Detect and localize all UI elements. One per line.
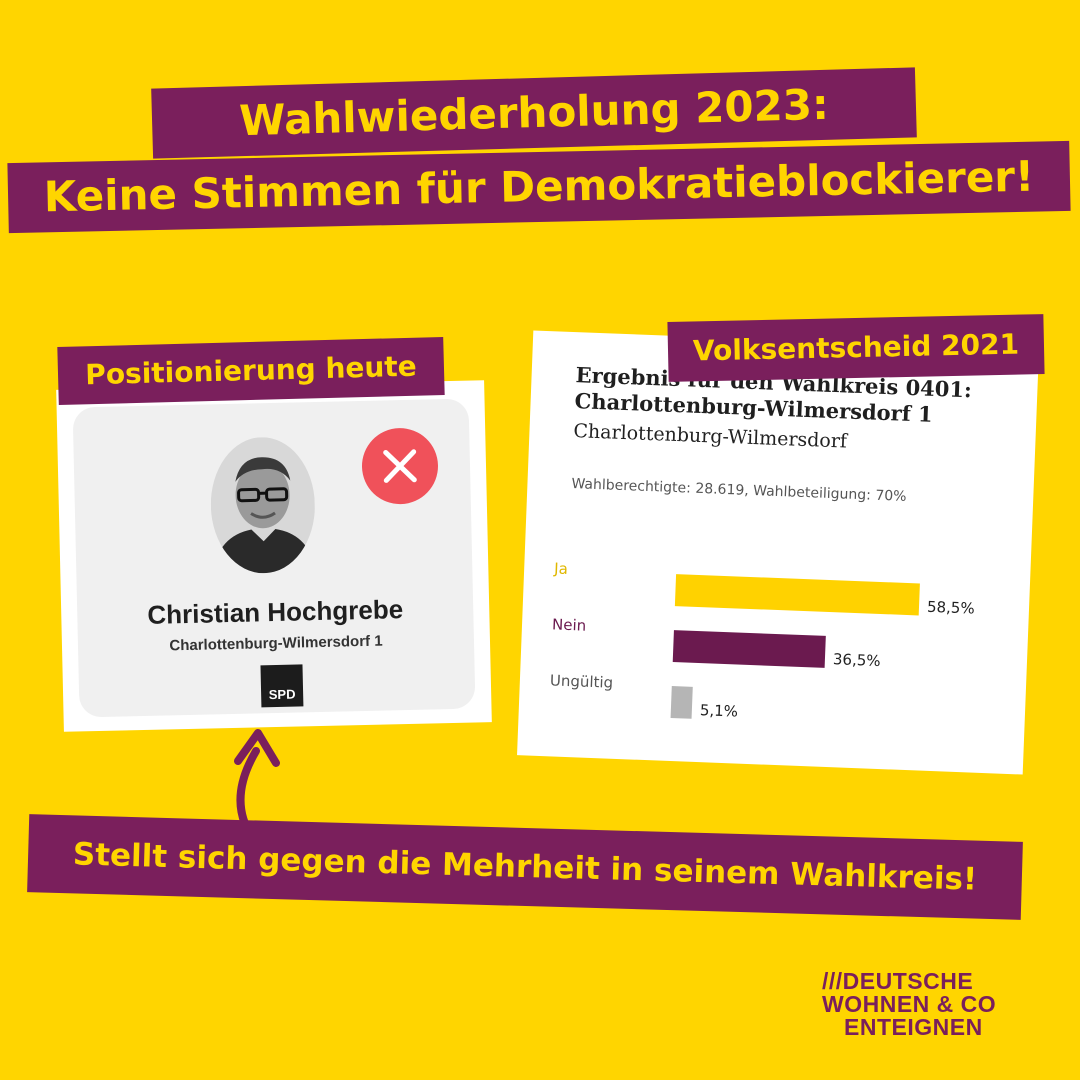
category-label: Ja [553, 559, 569, 578]
left-panel-label: Positionierung heute [57, 336, 445, 406]
result-card: Ergebnis für den Wahlkreis 0401: Charlot… [517, 330, 1039, 775]
value-label: 58,5% [926, 597, 975, 618]
chart-bar [672, 630, 826, 668]
value-label: 5,1% [699, 701, 739, 721]
chart-bar [670, 686, 693, 719]
result-meta: Wahlberechtigte: 28.619, Wahlbeteiligung… [571, 476, 907, 505]
right-panel-label: Volksentscheid 2021 [667, 314, 1045, 382]
candidate-card: Christian Hochgrebe Charlottenburg-Wilme… [56, 380, 492, 732]
title-line-1: Wahlwiederholung 2023: [151, 67, 917, 159]
footer-banner: Stellt sich gegen die Mehrheit in seinem… [27, 814, 1023, 920]
logo-line-1: ///DEUTSCHE [822, 970, 996, 993]
organization-logo: ///DEUTSCHE WOHNEN & CO ENTEIGNEN [822, 970, 996, 1039]
logo-text-1: DEUTSCHE [842, 968, 974, 994]
result-subheading: Charlottenburg-Wilmersdorf [573, 420, 848, 453]
candidate-district: Charlottenburg-Wilmersdorf 1 [169, 632, 383, 655]
value-label: 36,5% [832, 650, 881, 671]
cross-icon [361, 427, 439, 505]
candidate-name: Christian Hochgrebe [147, 594, 404, 630]
logo-line-3: ENTEIGNEN [844, 1014, 983, 1040]
candidate-photo [209, 436, 317, 575]
candidate-card-inner: Christian Hochgrebe Charlottenburg-Wilme… [72, 398, 476, 718]
slash-icon: /// [822, 968, 843, 994]
party-logo: SPD [260, 664, 304, 708]
category-label: Nein [551, 615, 587, 635]
category-label: Ungültig [549, 671, 614, 692]
logo-line-2: WOHNEN & CO [822, 991, 997, 1017]
chart-bar [674, 574, 920, 616]
